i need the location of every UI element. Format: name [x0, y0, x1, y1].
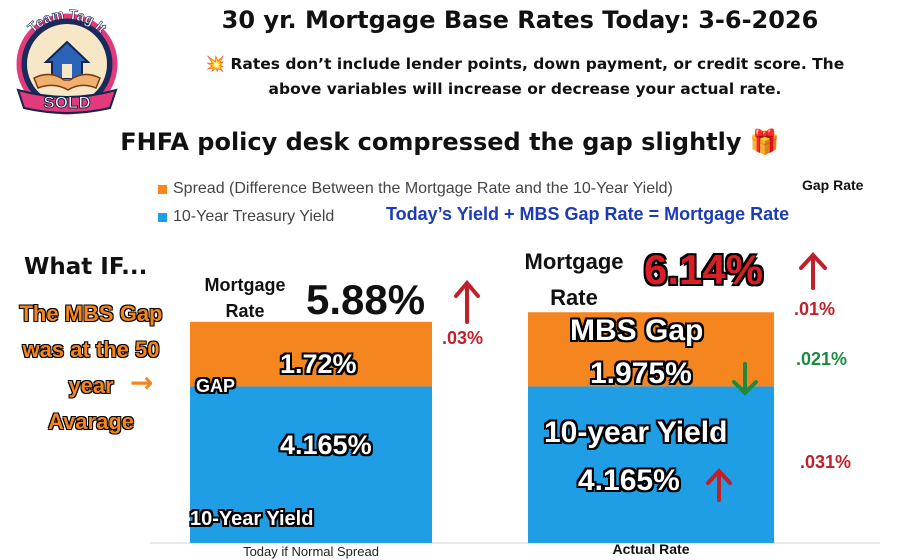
- down-arrow-icon: [732, 362, 758, 396]
- right-yield-title: 10-year Yield: [544, 416, 728, 449]
- left-yield-value: 4.165%: [280, 430, 372, 460]
- explosion-icon: 💥: [205, 55, 226, 73]
- note-line-4: Avarage: [47, 409, 134, 434]
- legend-spread-label: Spread (Difference Between the Mortgage …: [173, 180, 673, 197]
- mbs-gap-note: The MBS Gap was at the 50 year Avarage: [6, 296, 176, 440]
- chart-subtitle: FHFA policy desk compressed the gap slig…: [70, 128, 830, 156]
- page-title: 30 yr. Mortgage Base Rates Today: 3-6-20…: [221, 6, 819, 34]
- right-mortgage-rate-label: Mortgage Rate: [508, 244, 640, 316]
- yield-change: .031%: [800, 452, 852, 472]
- disclaimer-line-1: Rates don’t include lender points, down …: [230, 55, 845, 73]
- left-gap-label: GAP: [196, 376, 236, 396]
- right-mortgage-rate-value: 6.14%: [644, 246, 764, 293]
- x-tick-label-right: Actual Rate: [612, 541, 690, 557]
- right-gap-value: 1.975%: [590, 357, 692, 390]
- right-mortgage-label-line-1: Mortgage: [524, 249, 624, 274]
- team-tag-it-logo: Team Tag It SOLD: [16, 6, 118, 115]
- left-mortgage-label-line-2: Rate: [225, 301, 265, 321]
- up-arrow-icon: [706, 468, 732, 502]
- x-tick-label-left: Today if Normal Spread: [243, 544, 379, 559]
- left-yield-label: 10-Year Yield: [190, 508, 314, 530]
- note-line-2: was at the 50: [22, 337, 160, 362]
- spread-bar-left: [190, 321, 432, 387]
- spread-bar-right: [528, 312, 774, 387]
- right-rate-change: .01%: [794, 299, 836, 319]
- note-line-3: year: [68, 373, 114, 398]
- right-gap-title: MBS Gap: [570, 314, 704, 347]
- what-if-heading: What IF...: [24, 254, 148, 280]
- disclaimer-line-2: above variables will increase or decreas…: [268, 80, 782, 98]
- left-rate-change: .03%: [442, 328, 484, 348]
- gap-change: .021%: [796, 349, 848, 369]
- legend-item-treasury: 10-Year Treasury Yield: [158, 208, 334, 226]
- spread-swatch: [158, 184, 167, 194]
- legend-treasury-label: 10-Year Treasury Yield: [173, 208, 335, 225]
- left-mortgage-label-line-1: Mortgage: [204, 275, 286, 295]
- subtitle-text: FHFA policy desk compressed the gap slig…: [120, 128, 742, 156]
- up-arrow-icon: [799, 252, 827, 290]
- right-mortgage-label-line-2: Rate: [550, 285, 598, 310]
- up-arrow-icon: [454, 279, 480, 324]
- gift-icon: 🎁: [749, 128, 780, 156]
- disclaimer: 💥 Rates don’t include lender points, dow…: [190, 52, 860, 102]
- left-mortgage-rate-value: 5.88%: [306, 276, 426, 323]
- treasury-yield-bar-left: [190, 386, 432, 543]
- logo-banner-text: SOLD: [43, 93, 90, 112]
- legend-item-spread: Spread (Difference Between the Mortgage …: [158, 180, 673, 198]
- right-yield-value: 4.165%: [578, 464, 680, 497]
- left-gap-value: 1.72%: [280, 349, 357, 379]
- treasury-swatch: [158, 212, 167, 222]
- left-mortgage-rate-label: Mortgage Rate: [190, 272, 300, 324]
- treasury-yield-bar-right: [528, 386, 774, 543]
- note-line-1: The MBS Gap: [19, 301, 163, 326]
- arrow-right-icon: →: [130, 366, 154, 399]
- gap-rate-label: Gap Rate: [802, 177, 864, 193]
- formula-text: Today’s Yield + MBS Gap Rate = Mortgage …: [386, 204, 790, 224]
